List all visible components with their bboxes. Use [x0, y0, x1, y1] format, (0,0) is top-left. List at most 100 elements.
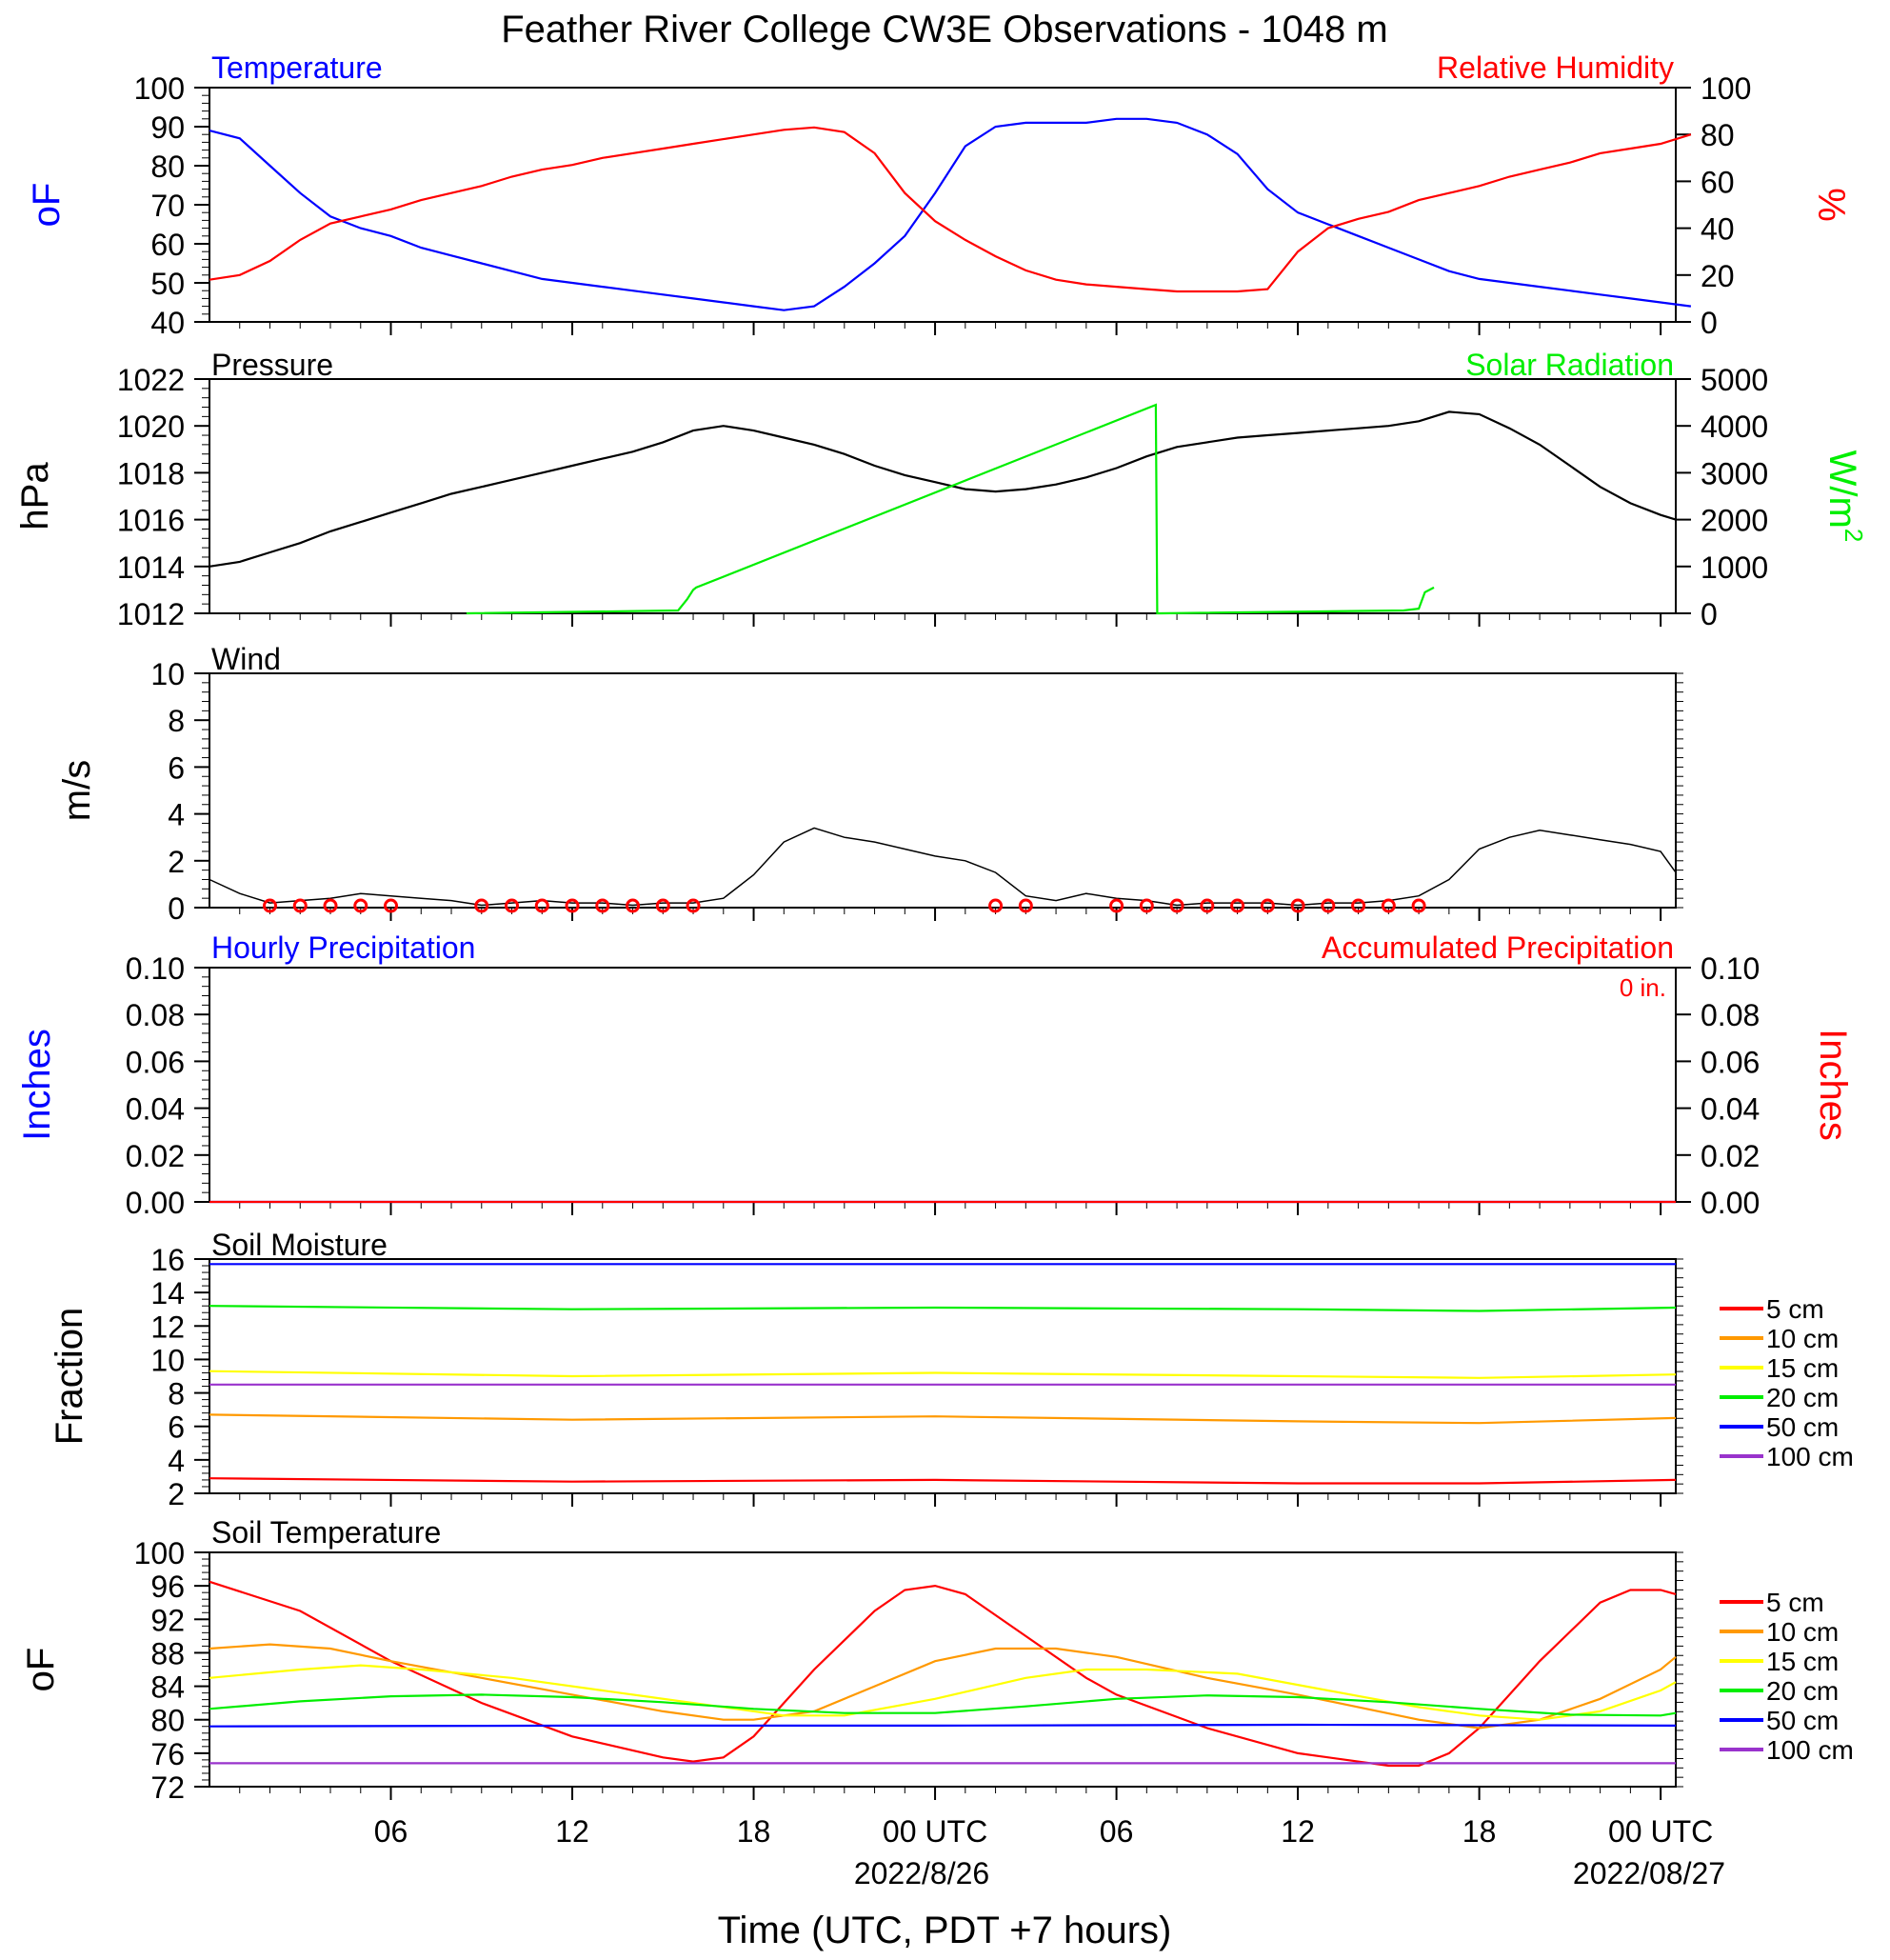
y-ticks-left: 10 8 6 4 2 0 [150, 657, 209, 926]
calm-wind-circle [1381, 898, 1396, 913]
y-tick-label: 8 [168, 1377, 185, 1411]
x-tick-label: 12 [1281, 1814, 1315, 1849]
y-axis-label-left: oF [20, 1648, 62, 1692]
calm-wind-circle [353, 898, 368, 913]
y-ticks-right [1676, 1551, 1683, 1788]
legend-label: 15 cm [1766, 1647, 1839, 1676]
panel-left-title: Soil Temperature [211, 1515, 441, 1550]
series-group [209, 117, 1692, 311]
y-tick-label-right: 0.10 [1701, 951, 1760, 986]
y-axis-label-right-sup: 2 [1840, 529, 1868, 542]
y-tick-label: 10 [150, 1343, 185, 1377]
calm-wind-circle [1139, 898, 1154, 913]
series-line [466, 403, 1435, 615]
calm-wind-circle [1351, 898, 1366, 913]
series-line [209, 1643, 1677, 1730]
accumulated-annotation: 0 in. [1620, 973, 1666, 1002]
legend-label: 50 cm [1766, 1412, 1839, 1442]
y-tick-label: 0.00 [126, 1186, 185, 1220]
panel-frame [209, 1258, 1677, 1494]
calm-wind-circle [1109, 898, 1124, 913]
y-axis-label-left: m/s [56, 760, 98, 821]
y-tick-label: 96 [150, 1570, 185, 1604]
x-ticks [239, 1787, 1662, 1800]
y-tick-label: 76 [150, 1737, 185, 1771]
y-tick-label: 0.08 [126, 998, 185, 1032]
legend-label: 20 cm [1766, 1676, 1839, 1706]
x-tick-label: 18 [1462, 1814, 1497, 1849]
panel-left-title: Soil Moisture [211, 1228, 388, 1262]
y-tick-label: 100 [134, 71, 185, 106]
legend-label: 100 cm [1766, 1442, 1854, 1471]
calm-wind-circle [686, 898, 701, 913]
y-axis-label-right: W/m2 [1821, 450, 1868, 543]
y-tick-label-right: 0.02 [1701, 1139, 1760, 1173]
legend-label: 5 cm [1766, 1294, 1824, 1324]
figure-title: Feather River College CW3E Observations … [501, 9, 1387, 50]
x-ticks [239, 613, 1662, 627]
calm-wind-circle [1169, 898, 1184, 913]
y-tick-label-right: 0.00 [1701, 1186, 1760, 1220]
y-axis-label-right: Inches [1812, 1029, 1854, 1141]
x-tick-label: 06 [374, 1814, 408, 1849]
panel-frame [209, 378, 1677, 614]
panel-right-title: Solar Radiation [1465, 348, 1674, 382]
calm-wind-circle [1230, 898, 1245, 913]
y-tick-label: 100 [134, 1536, 185, 1570]
calm-wind-circle [263, 898, 278, 913]
calm-wind-circle [988, 898, 1004, 913]
x-tick-label: 06 [1100, 1814, 1134, 1849]
y-tick-label: 92 [150, 1603, 185, 1637]
legend-label: 15 cm [1766, 1353, 1839, 1383]
series-line [209, 1477, 1677, 1485]
x-ticks [239, 908, 1662, 921]
x-tick-label: 00 UTC [883, 1814, 987, 1849]
legend-label: 10 cm [1766, 1324, 1839, 1353]
y-tick-label: 2 [168, 845, 185, 879]
y-tick-label: 6 [168, 750, 185, 785]
x-tick-label: 18 [737, 1814, 771, 1849]
y-tick-label-right: 0.08 [1701, 998, 1760, 1032]
series-line [209, 1370, 1677, 1379]
calm-wind-circle [655, 898, 670, 913]
y-tick-label: 0 [168, 891, 185, 926]
panel-wind: Wind m/s 10 8 6 4 2 0 [56, 642, 1683, 926]
y-tick-label: 0.06 [126, 1045, 185, 1079]
y-tick-label-right: 0 [1701, 306, 1718, 340]
series-line [209, 827, 1677, 907]
y-tick-label: 88 [150, 1636, 185, 1670]
series-group [209, 1263, 1677, 1485]
series-line [209, 1723, 1677, 1728]
y-tick-label-right: 0.06 [1701, 1045, 1760, 1079]
y-ticks-left: 100 90 80 70 60 50 40 [134, 71, 209, 340]
y-tick-label: 0.10 [126, 951, 185, 986]
y-tick-label-right: 3000 [1701, 456, 1768, 490]
y-tick-label: 12 [150, 1310, 185, 1344]
y-tick-label: 1020 [117, 410, 185, 444]
y-ticks-right [1676, 1258, 1683, 1494]
y-tick-label-right: 40 [1701, 212, 1735, 247]
panel-precipitation: Hourly Precipitation Accumulated Precipi… [16, 930, 1854, 1220]
y-axis-label-left: Inches [16, 1029, 58, 1141]
legend-label: 5 cm [1766, 1588, 1824, 1617]
y-tick-label-right: 4000 [1701, 410, 1768, 444]
calm-wind-circle [565, 898, 580, 913]
calm-wind-circle [626, 898, 641, 913]
y-ticks-right: 100 80 60 40 20 0 [1676, 71, 1751, 340]
y-tick-label: 4 [168, 1444, 185, 1478]
y-tick-label: 50 [150, 267, 185, 301]
series-group [209, 403, 1677, 615]
y-axis-label-left: oF [26, 183, 68, 228]
y-tick-label: 1014 [117, 550, 185, 585]
calm-wind-circle [384, 898, 399, 913]
calm-wind-circle [1321, 898, 1336, 913]
y-tick-label: 72 [150, 1770, 185, 1805]
legend-label: 10 cm [1766, 1617, 1839, 1647]
calm-wind-circle [1200, 898, 1215, 913]
